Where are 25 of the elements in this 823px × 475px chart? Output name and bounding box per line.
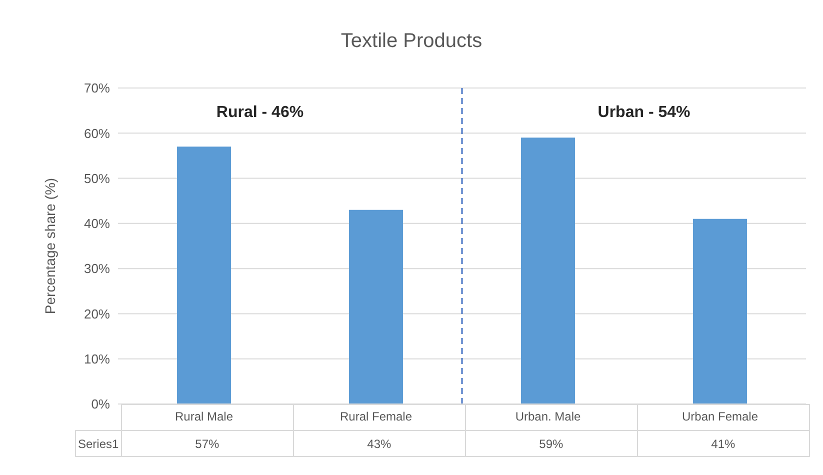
annotation: Rural - 46% xyxy=(215,104,305,122)
x-tick-label: Urban Female xyxy=(682,410,758,424)
y-axis-title: Percentage share (%) xyxy=(42,178,58,314)
x-tick-label: Rural Male xyxy=(174,410,234,424)
y-tick-label: 60% xyxy=(84,126,110,141)
data-label: 57% xyxy=(121,430,294,456)
bar xyxy=(349,210,403,404)
data-label: 43% xyxy=(293,430,466,456)
text: Series1 xyxy=(76,430,122,456)
bar xyxy=(177,146,231,404)
bar xyxy=(521,138,575,404)
y-tick-label: 0% xyxy=(91,396,110,412)
y-tick-label: 10% xyxy=(84,351,110,366)
annotation: Urban - 54% xyxy=(596,104,692,122)
y-tick-label: 70% xyxy=(84,80,110,96)
bar xyxy=(693,218,747,404)
data-label: 41% xyxy=(637,430,810,456)
chart-title: Textile Products xyxy=(340,30,484,53)
y-tick-label: 40% xyxy=(84,216,110,232)
x-tick-label: Urban. Male xyxy=(515,410,581,424)
y-tick-label: 30% xyxy=(84,261,110,276)
y-tick-label: 50% xyxy=(84,170,110,186)
y-tick-label: 20% xyxy=(84,306,110,322)
data-label: 59% xyxy=(465,430,638,456)
x-tick-label: Rural Female xyxy=(340,410,412,424)
